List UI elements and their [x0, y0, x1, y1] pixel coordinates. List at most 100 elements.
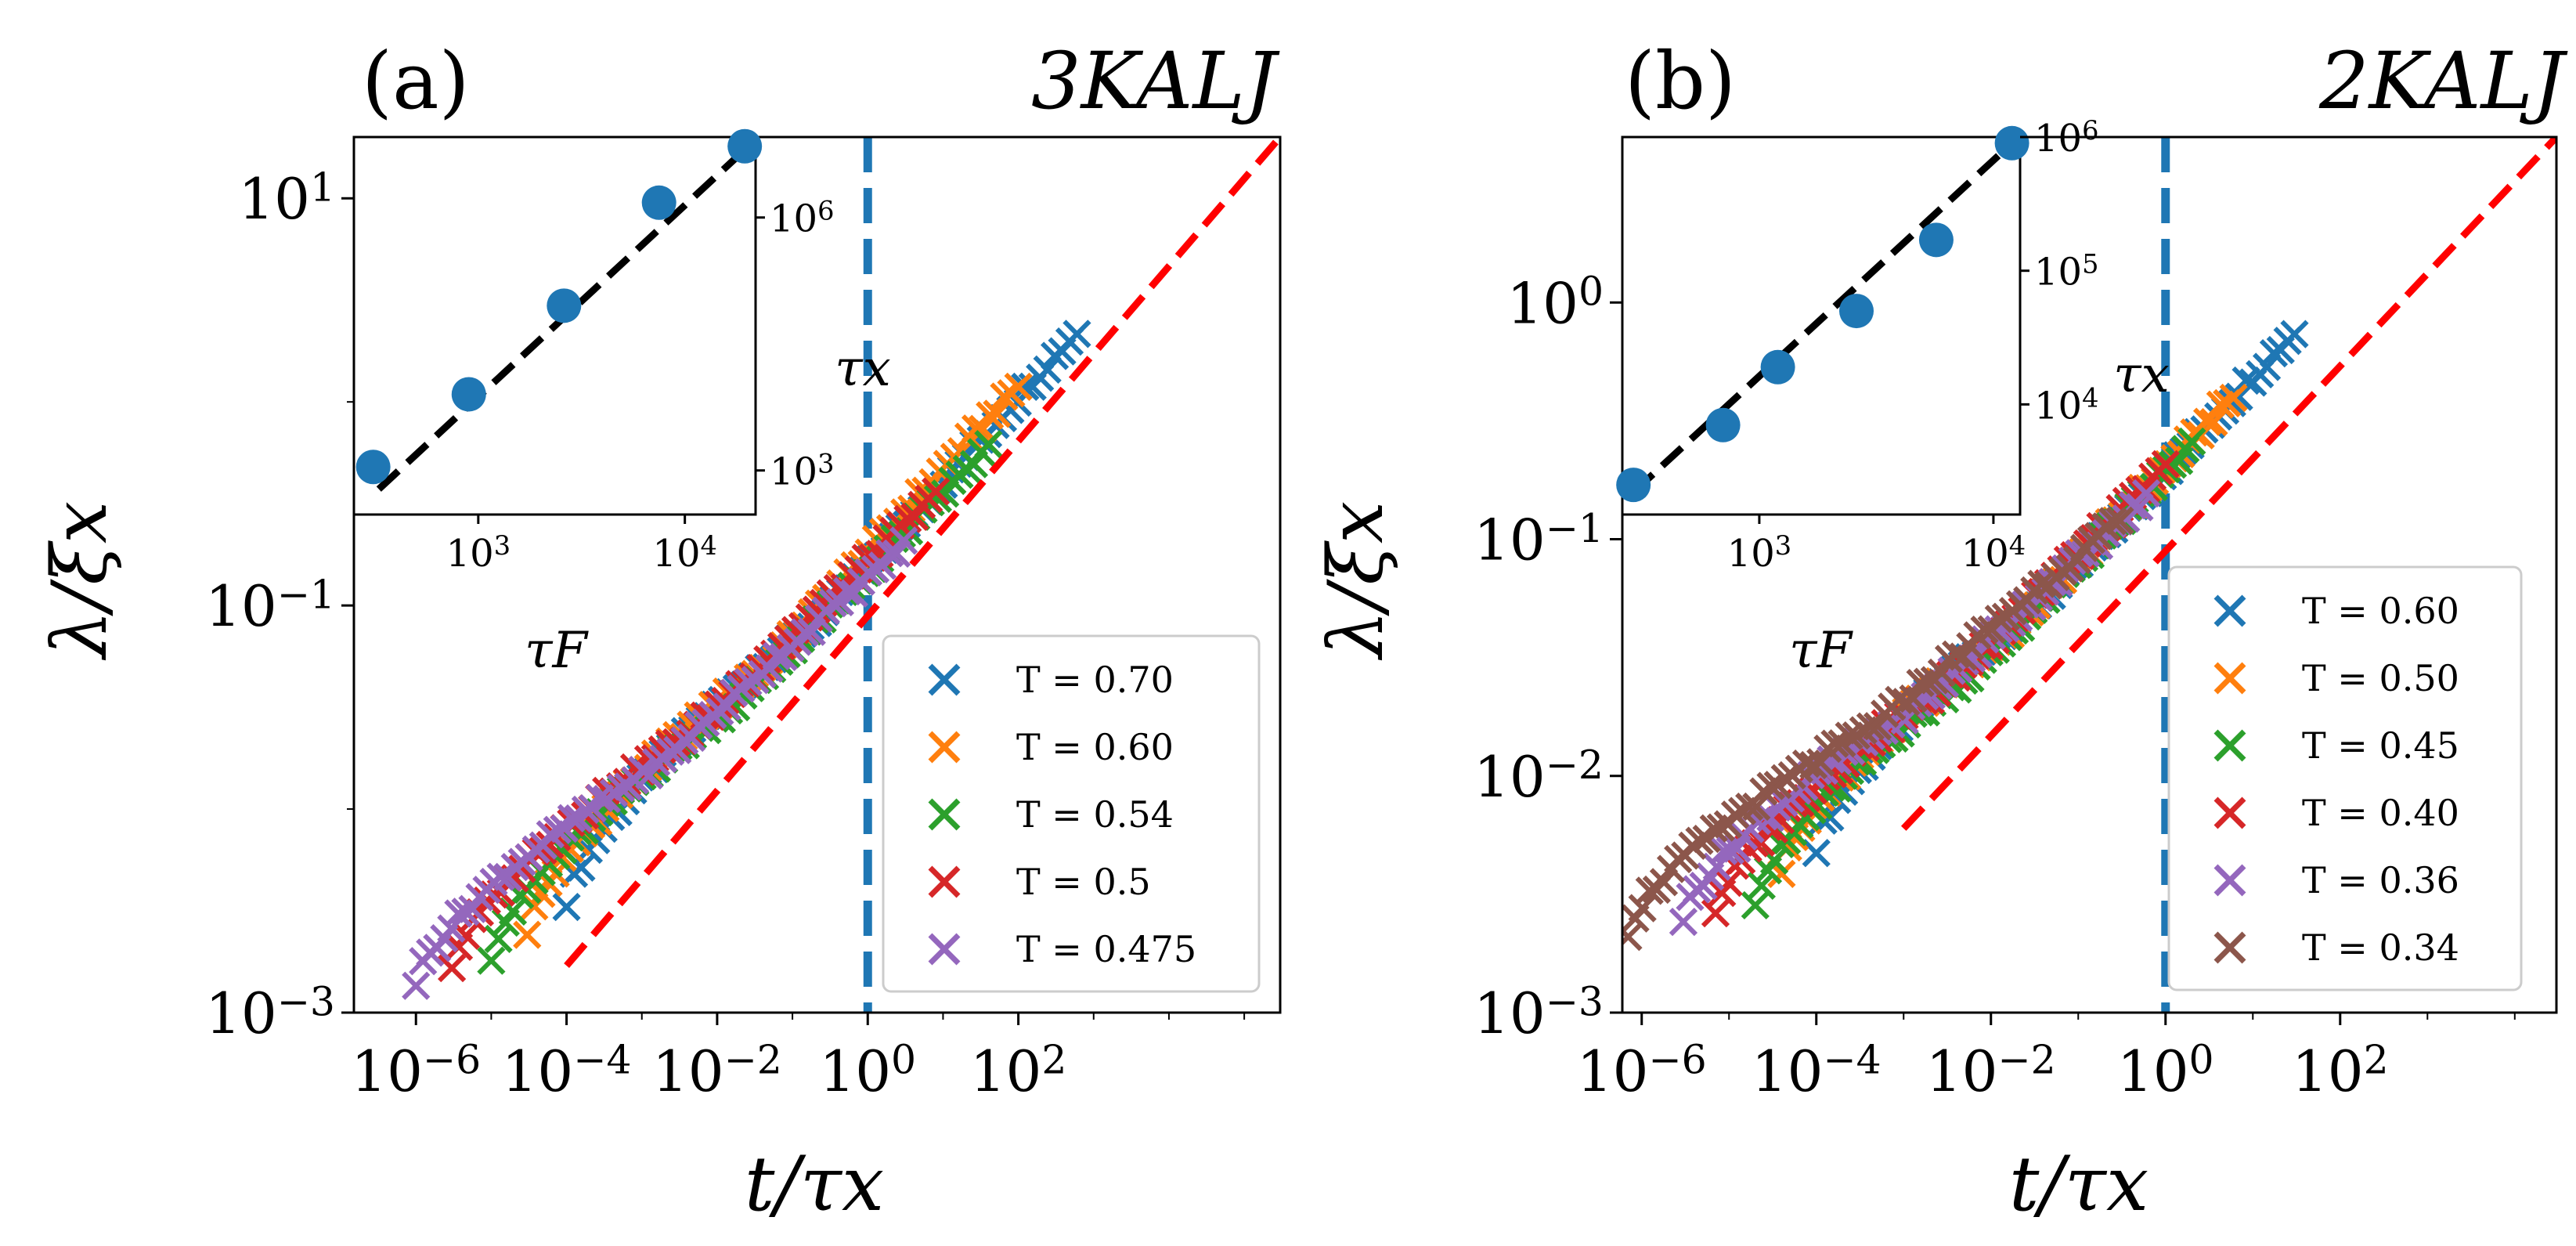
data-point	[2280, 320, 2309, 349]
inset-fit-line	[1631, 140, 2015, 495]
x-tick-label: 10−6	[351, 1036, 481, 1104]
data-point	[642, 748, 671, 777]
inset-y-tick-label: 103	[770, 449, 834, 494]
data-point	[2131, 479, 2161, 508]
data-point	[2231, 366, 2260, 395]
data-point	[1004, 372, 1033, 402]
legend-marker	[2213, 931, 2246, 964]
data-point	[484, 924, 513, 953]
legend-entry-label: T = 0.5	[1016, 861, 1151, 903]
data-point	[513, 920, 542, 949]
data-point	[2098, 507, 2127, 536]
y-tick-label: 10−3	[205, 978, 335, 1046]
inset-data-point	[641, 185, 676, 220]
data-point	[1622, 923, 1643, 952]
data-point	[1747, 871, 1777, 901]
inset-data-point	[547, 288, 582, 323]
data-point	[1720, 800, 1750, 829]
data-point	[2177, 427, 2206, 456]
legend-box	[2167, 565, 2523, 991]
inset-x-tick-label: 104	[1961, 530, 2026, 576]
data-point	[734, 667, 763, 697]
data-point	[477, 946, 506, 975]
x-tick-label: 10−6	[1577, 1036, 1707, 1104]
data-point	[974, 429, 1003, 459]
data-point	[1669, 907, 1698, 937]
legend-marker	[2213, 864, 2246, 897]
y-tick-label: 10−1	[1474, 505, 1604, 573]
data-point	[684, 711, 713, 740]
data-point	[1756, 771, 1785, 800]
legend-entry-label: T = 0.60	[2302, 590, 2459, 632]
data-point	[402, 971, 431, 1000]
data-point	[1770, 764, 1799, 793]
data-point	[1927, 658, 1957, 688]
legend-marker	[2213, 796, 2246, 829]
inset-data-point	[355, 450, 391, 485]
panel-a-ylabel: λ/ξx	[36, 501, 124, 661]
panel-a-inset: 103 104 103 106 τF τx	[352, 128, 891, 680]
data-point	[713, 692, 741, 721]
x-tick-label: 100	[2117, 1036, 2214, 1104]
x-tick-label: 10−2	[652, 1036, 782, 1104]
y-tick-label: 10−3	[1474, 978, 1604, 1046]
legend-entry-label: T = 0.36	[2302, 859, 2459, 901]
panel-a-axes: 10−6 10−4 10−2 100 102 10−3 10−1 101	[205, 135, 1282, 1104]
x-tick-label: 102	[2292, 1036, 2389, 1104]
x-tick-label: 10−2	[1926, 1036, 2056, 1104]
y-tick-label: 101	[238, 164, 335, 233]
inset-ylabel: τx	[835, 340, 891, 398]
panel-b-plot-area	[1622, 137, 2556, 1013]
panel-a: (a) 3KALJ 10−6 10−4 10−2 100 10210−310−1101 …	[36, 35, 1282, 1228]
power-law-fit-line	[564, 137, 1280, 969]
panel-b-xlabel: t/τx	[2009, 1140, 2148, 1228]
data-point	[486, 862, 515, 891]
legend-entry-label: T = 0.40	[2302, 792, 2459, 834]
x-tick-label: 10−4	[502, 1036, 632, 1104]
data-point	[762, 641, 791, 670]
x-tick-label: 102	[970, 1036, 1067, 1104]
data-point	[990, 382, 1019, 411]
data-point	[1984, 605, 2013, 634]
y-tick-label: 10−2	[1474, 742, 1604, 810]
panel-b-title: 2KALJ	[2318, 35, 2568, 127]
data-point	[1820, 729, 1849, 758]
panel-b-legend: T = 0.60 T = 0.50 T = 0.45 T = 0.40 T = 0.36…	[2167, 565, 2523, 991]
y-tick-label: 100	[1506, 269, 1604, 337]
data-point	[698, 700, 727, 730]
legend-marker	[928, 731, 961, 764]
plot-clip-group	[1622, 137, 2556, 1013]
inset-x-tick-label: 103	[446, 530, 511, 576]
legend-entry-label: T = 0.50	[2302, 657, 2459, 699]
inset-data-point	[1994, 125, 2029, 161]
inset-data-point	[1760, 349, 1795, 385]
data-point	[983, 399, 1012, 428]
inset-xlabel: τF	[525, 622, 589, 680]
inset-data-point	[1918, 222, 1954, 258]
data-point	[557, 804, 586, 832]
panel-b-ylabel: λ/ξx	[1312, 501, 1400, 661]
inset-y-tick-label: 106	[770, 196, 834, 241]
data-point	[1742, 792, 1771, 822]
inset-x-tick-label: 103	[1727, 530, 1791, 576]
inset-data-point	[1616, 468, 1651, 503]
data-point	[797, 617, 826, 646]
x-tick-label: 100	[819, 1036, 916, 1104]
inset-x-tick-label: 104	[652, 530, 716, 576]
panel-a-title: 3KALJ	[1031, 35, 1280, 127]
data-point	[1649, 868, 1679, 897]
legend-marker	[928, 798, 961, 831]
legend-marker	[928, 865, 961, 898]
data-point	[2151, 450, 2180, 479]
data-point	[1913, 667, 1942, 696]
panel-b-label: (b)	[1625, 35, 1736, 127]
x-tick-label: 10−4	[1752, 1036, 1881, 1104]
power-law-fit-line	[1900, 137, 2556, 831]
series-t-0-34	[1622, 506, 2134, 952]
data-point	[1033, 355, 1062, 384]
data-point	[1802, 839, 1831, 868]
legend-entry-label: T = 0.475	[1016, 928, 1196, 970]
data-point	[1011, 372, 1040, 402]
data-point	[882, 539, 911, 569]
